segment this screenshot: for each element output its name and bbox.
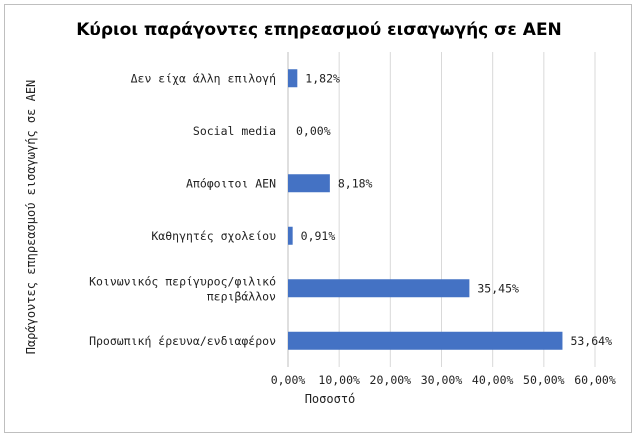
x-tick-label: 0,00% <box>271 373 306 387</box>
data-label: 1,82% <box>305 71 340 85</box>
y-axis-title: Παράγοντες επηρεασμού εισαγωγής σε ΑΕΝ <box>24 80 38 355</box>
x-tick-label: 40,00% <box>472 373 514 387</box>
category-label: Απόφοιτοι ΑΕΝ <box>186 176 276 190</box>
data-label: 35,45% <box>477 281 519 295</box>
x-tick-label: 10,00% <box>318 373 360 387</box>
category-label: Προσωπική έρευνα/ενδιαφέρον <box>89 334 276 348</box>
bar <box>288 69 298 88</box>
data-label: 53,64% <box>570 334 612 348</box>
category-label: Δεν είχα άλλη επιλογή <box>131 71 276 85</box>
x-tick-label: 20,00% <box>370 373 412 387</box>
data-label: 8,18% <box>338 176 373 190</box>
bar <box>288 174 330 193</box>
bar <box>288 226 293 245</box>
gridlines <box>287 52 596 367</box>
x-tick-label: 30,00% <box>421 373 463 387</box>
category-labels: Δεν είχα άλλη επιλογή Social media Απόφοιτ… <box>89 71 276 348</box>
category-label: Καθηγητές σχολείου <box>151 229 276 243</box>
category-label: Κοινωνικός περίγυρος/φιλικό περιβάλλον <box>89 274 276 303</box>
data-label: 0,00% <box>296 124 331 138</box>
x-tick-label: 60,00% <box>574 373 616 387</box>
x-tick-labels: 0,00% 10,00% 20,00% 30,00% 40,00% 50,00% 60,00… <box>271 373 616 387</box>
chart-frame: Κύριοι παράγοντες επηρεασμού εισαγωγής σ… <box>4 4 632 433</box>
x-tick-label: 50,00% <box>523 373 565 387</box>
bar <box>288 331 563 350</box>
category-label: Social media <box>193 124 276 138</box>
chart-title: Κύριοι παράγοντες επηρεασμού εισαγωγής σ… <box>76 20 562 40</box>
data-label: 0,91% <box>301 229 336 243</box>
data-labels: 1,82% 0,00% 8,18% 0,91% 35,45% 53,64% <box>296 71 612 348</box>
bar <box>288 279 470 298</box>
bar-chart: Κύριοι παράγοντες επηρεασμού εισαγωγής σ… <box>24 20 616 406</box>
x-axis-title: Ποσοστό <box>305 392 356 406</box>
bars <box>288 69 563 350</box>
